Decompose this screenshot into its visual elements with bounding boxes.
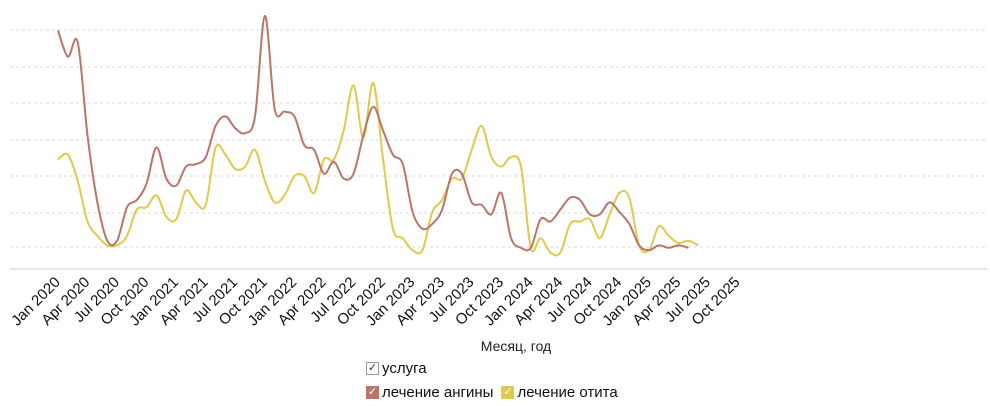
gridlines bbox=[10, 29, 988, 248]
check-icon[interactable]: ✓ bbox=[366, 385, 379, 399]
series-lines bbox=[57, 14, 699, 257]
check-icon[interactable]: ✓ bbox=[501, 385, 515, 399]
legend-item-angina[interactable]: ✓ лечение ангины bbox=[366, 384, 493, 401]
legend-item-label: лечение ангины bbox=[382, 383, 494, 401]
series-line-otitis bbox=[57, 81, 699, 257]
legend: ✓ услуга ✓ лечение ангины ✓ лечение отит… bbox=[366, 356, 626, 404]
legend-item-otitis[interactable]: ✓ лечение отита bbox=[501, 383, 618, 401]
legend-items: ✓ лечение ангины ✓ лечение отита bbox=[366, 380, 626, 404]
legend-item-label: лечение отита bbox=[517, 383, 618, 401]
series-line-angina bbox=[57, 14, 689, 252]
legend-header[interactable]: ✓ услуга bbox=[366, 356, 626, 380]
x-axis-title: Месяц, год bbox=[481, 338, 551, 354]
check-icon[interactable]: ✓ bbox=[366, 361, 379, 375]
legend-group-label: услуга bbox=[382, 359, 427, 377]
